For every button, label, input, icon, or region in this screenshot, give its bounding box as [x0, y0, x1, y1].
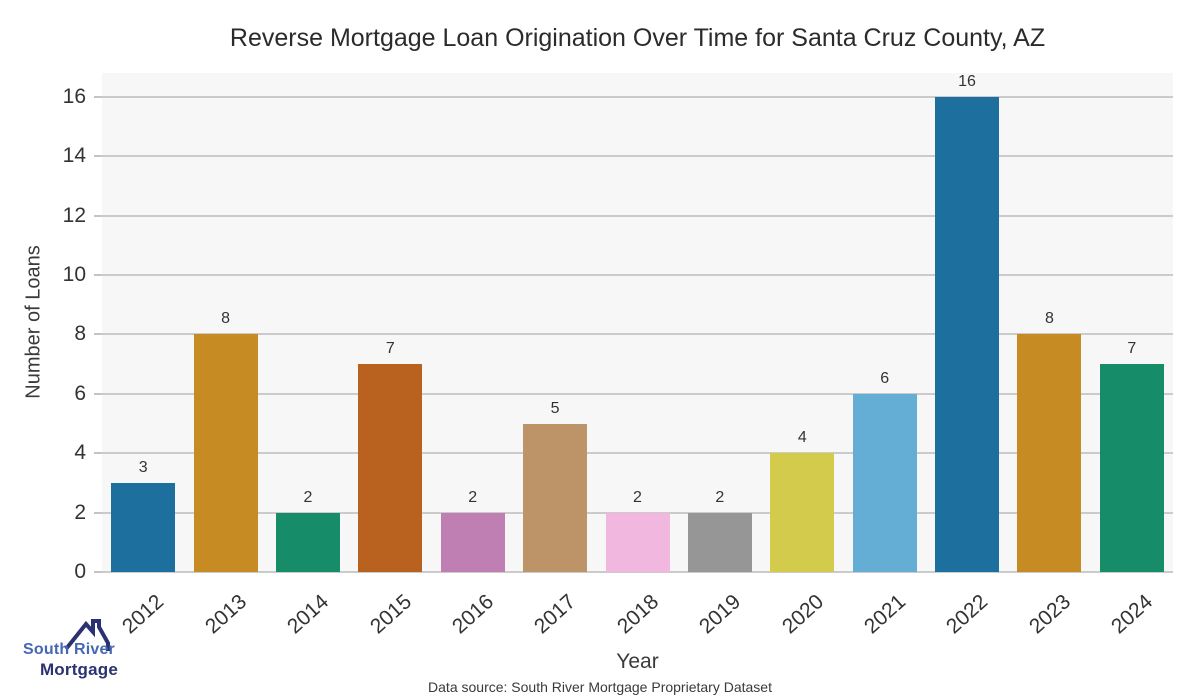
y-tick-mark	[94, 155, 102, 158]
y-tick-mark	[94, 333, 102, 336]
bar-2017	[523, 423, 588, 572]
gridline	[102, 214, 1173, 217]
bar-value-label: 16	[958, 72, 976, 90]
y-tick-mark	[94, 452, 102, 455]
bar-2014	[275, 512, 340, 572]
bar-value-label: 3	[138, 458, 148, 476]
house-roof-icon	[64, 619, 110, 651]
y-tick-label: 10	[62, 262, 86, 286]
y-tick-label: 8	[74, 322, 86, 346]
bar-value-label: 7	[1127, 340, 1137, 358]
bar-value-label: 8	[1044, 310, 1054, 328]
bar-2023	[1017, 334, 1082, 572]
x-axis-label: Year	[616, 650, 659, 673]
bar-2022	[935, 96, 1000, 572]
y-tick-label: 16	[62, 84, 86, 108]
y-tick-label: 14	[62, 144, 86, 168]
y-tick-mark	[94, 214, 102, 217]
bar-2024	[1099, 364, 1164, 572]
bar-value-label: 4	[797, 429, 807, 447]
gridline	[102, 333, 1173, 336]
bar-2021	[852, 393, 917, 572]
y-tick-mark	[94, 392, 102, 395]
bar-value-label: 6	[880, 369, 890, 387]
bar-value-label: 2	[633, 488, 642, 506]
gridline	[102, 452, 1173, 455]
y-tick-mark	[94, 571, 102, 573]
y-tick-label: 2	[74, 500, 86, 524]
bar-2016	[440, 512, 505, 572]
gridline	[102, 392, 1173, 395]
gridline	[102, 155, 1173, 158]
y-tick-mark	[94, 511, 102, 514]
bar-value-label: 7	[385, 340, 395, 358]
bar-value-label: 2	[303, 488, 313, 506]
y-tick-label: 0	[74, 560, 86, 583]
bar-2012	[111, 482, 176, 572]
bar-2015	[358, 364, 423, 572]
bar-2018	[605, 512, 670, 572]
chart-title: Reverse Mortgage Loan Origination Over T…	[229, 24, 1046, 52]
bar-value-label: 5	[550, 399, 560, 417]
plot-area: 3 8 2 7 2 5 2 2 4 6 16 8 7	[102, 72, 1173, 573]
bar-2019	[687, 512, 752, 572]
bar-2020	[770, 453, 835, 572]
bar-value-label: 2	[715, 488, 725, 506]
bar-value-label: 8	[221, 310, 231, 328]
data-source-text: Data source: South River Mortgage Propri…	[428, 679, 772, 695]
bar-2013	[193, 334, 258, 572]
y-tick-label: 6	[74, 381, 86, 405]
logo-text-line1: South River	[23, 641, 115, 658]
bar-value-label: 2	[468, 488, 478, 506]
y-tick-label: 4	[74, 441, 86, 465]
gridline	[102, 95, 1173, 98]
y-tick-mark	[94, 95, 102, 98]
gridline	[102, 571, 1173, 573]
logo-text-line2: Mortgage	[39, 660, 119, 679]
gridline	[102, 273, 1173, 276]
y-tick-label: 12	[62, 203, 86, 227]
south-river-mortgage-logo: South River Mortgage	[14, 608, 140, 688]
y-tick-mark	[94, 273, 102, 276]
